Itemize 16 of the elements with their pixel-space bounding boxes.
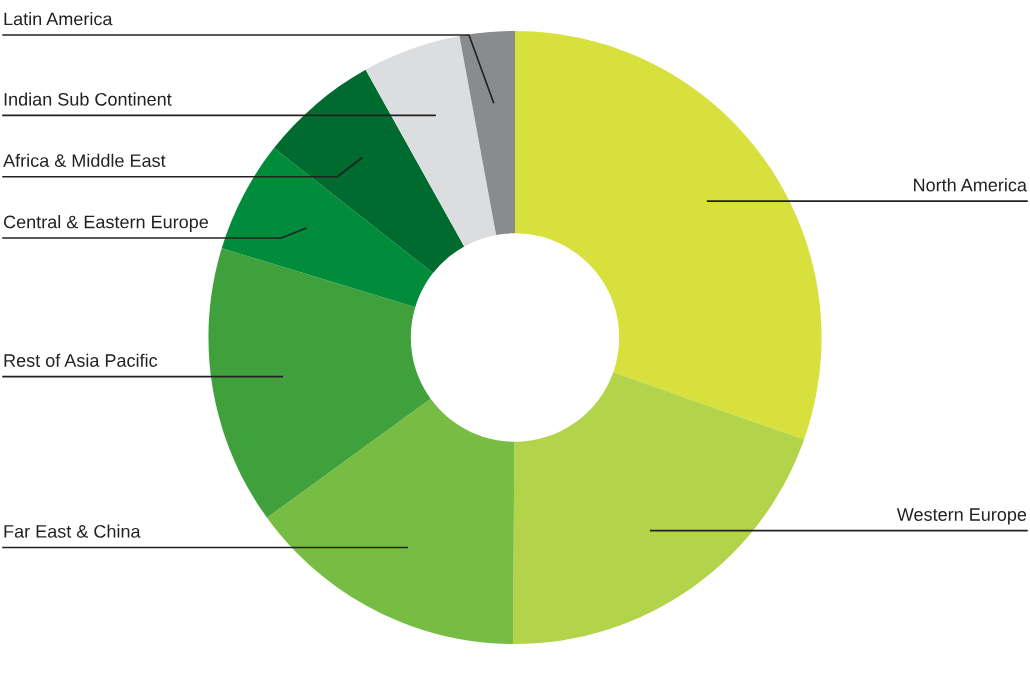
slice-label: Rest of Asia Pacific: [4, 353, 158, 367]
slice-label: Africa & Middle East: [3, 153, 166, 168]
donut-slice: [267, 398, 515, 645]
slice-label: Western Europe: [896, 508, 1027, 525]
slice-label: Central & Eastern Europe: [3, 215, 209, 232]
slice-label: Latin America: [4, 12, 113, 26]
donut-slice: [515, 30, 822, 440]
donut-slice: [273, 69, 465, 274]
slice-label: Far East & China: [4, 524, 141, 538]
slice-label: North America: [914, 178, 1027, 192]
donut-slice: [513, 372, 805, 645]
donut-slice: [365, 36, 497, 247]
donut-slice: [221, 148, 434, 308]
slice-label: Indian Sub Continent: [4, 92, 172, 106]
donut-slice: [459, 30, 515, 235]
donut-slice: [208, 248, 431, 518]
